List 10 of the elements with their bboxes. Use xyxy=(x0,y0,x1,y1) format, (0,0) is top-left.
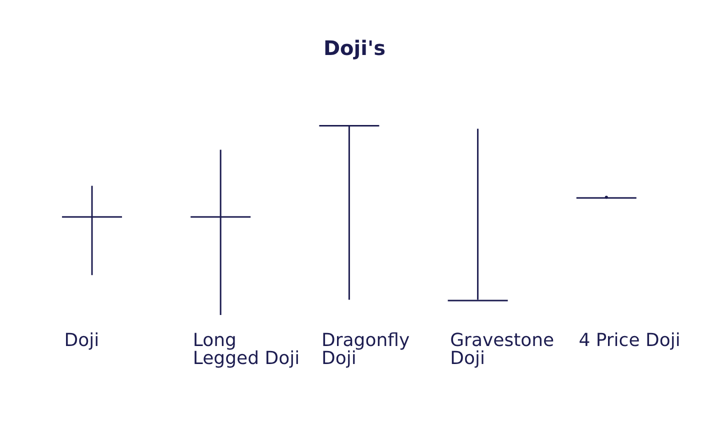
candlestick xyxy=(190,148,251,315)
candlestick xyxy=(319,125,380,301)
x-tick-label: Doji xyxy=(64,330,100,351)
candlestick xyxy=(448,128,508,302)
x-tick-label: 4 Price Doji xyxy=(578,330,680,351)
x-tick-label: Dragonfly Doji xyxy=(322,330,410,369)
candlestick xyxy=(62,185,122,276)
x-tick-label: Long Legged Doji xyxy=(192,330,300,369)
x-tick-label: Gravestone Doji xyxy=(450,330,554,369)
chart-title: Doji's xyxy=(322,35,387,60)
